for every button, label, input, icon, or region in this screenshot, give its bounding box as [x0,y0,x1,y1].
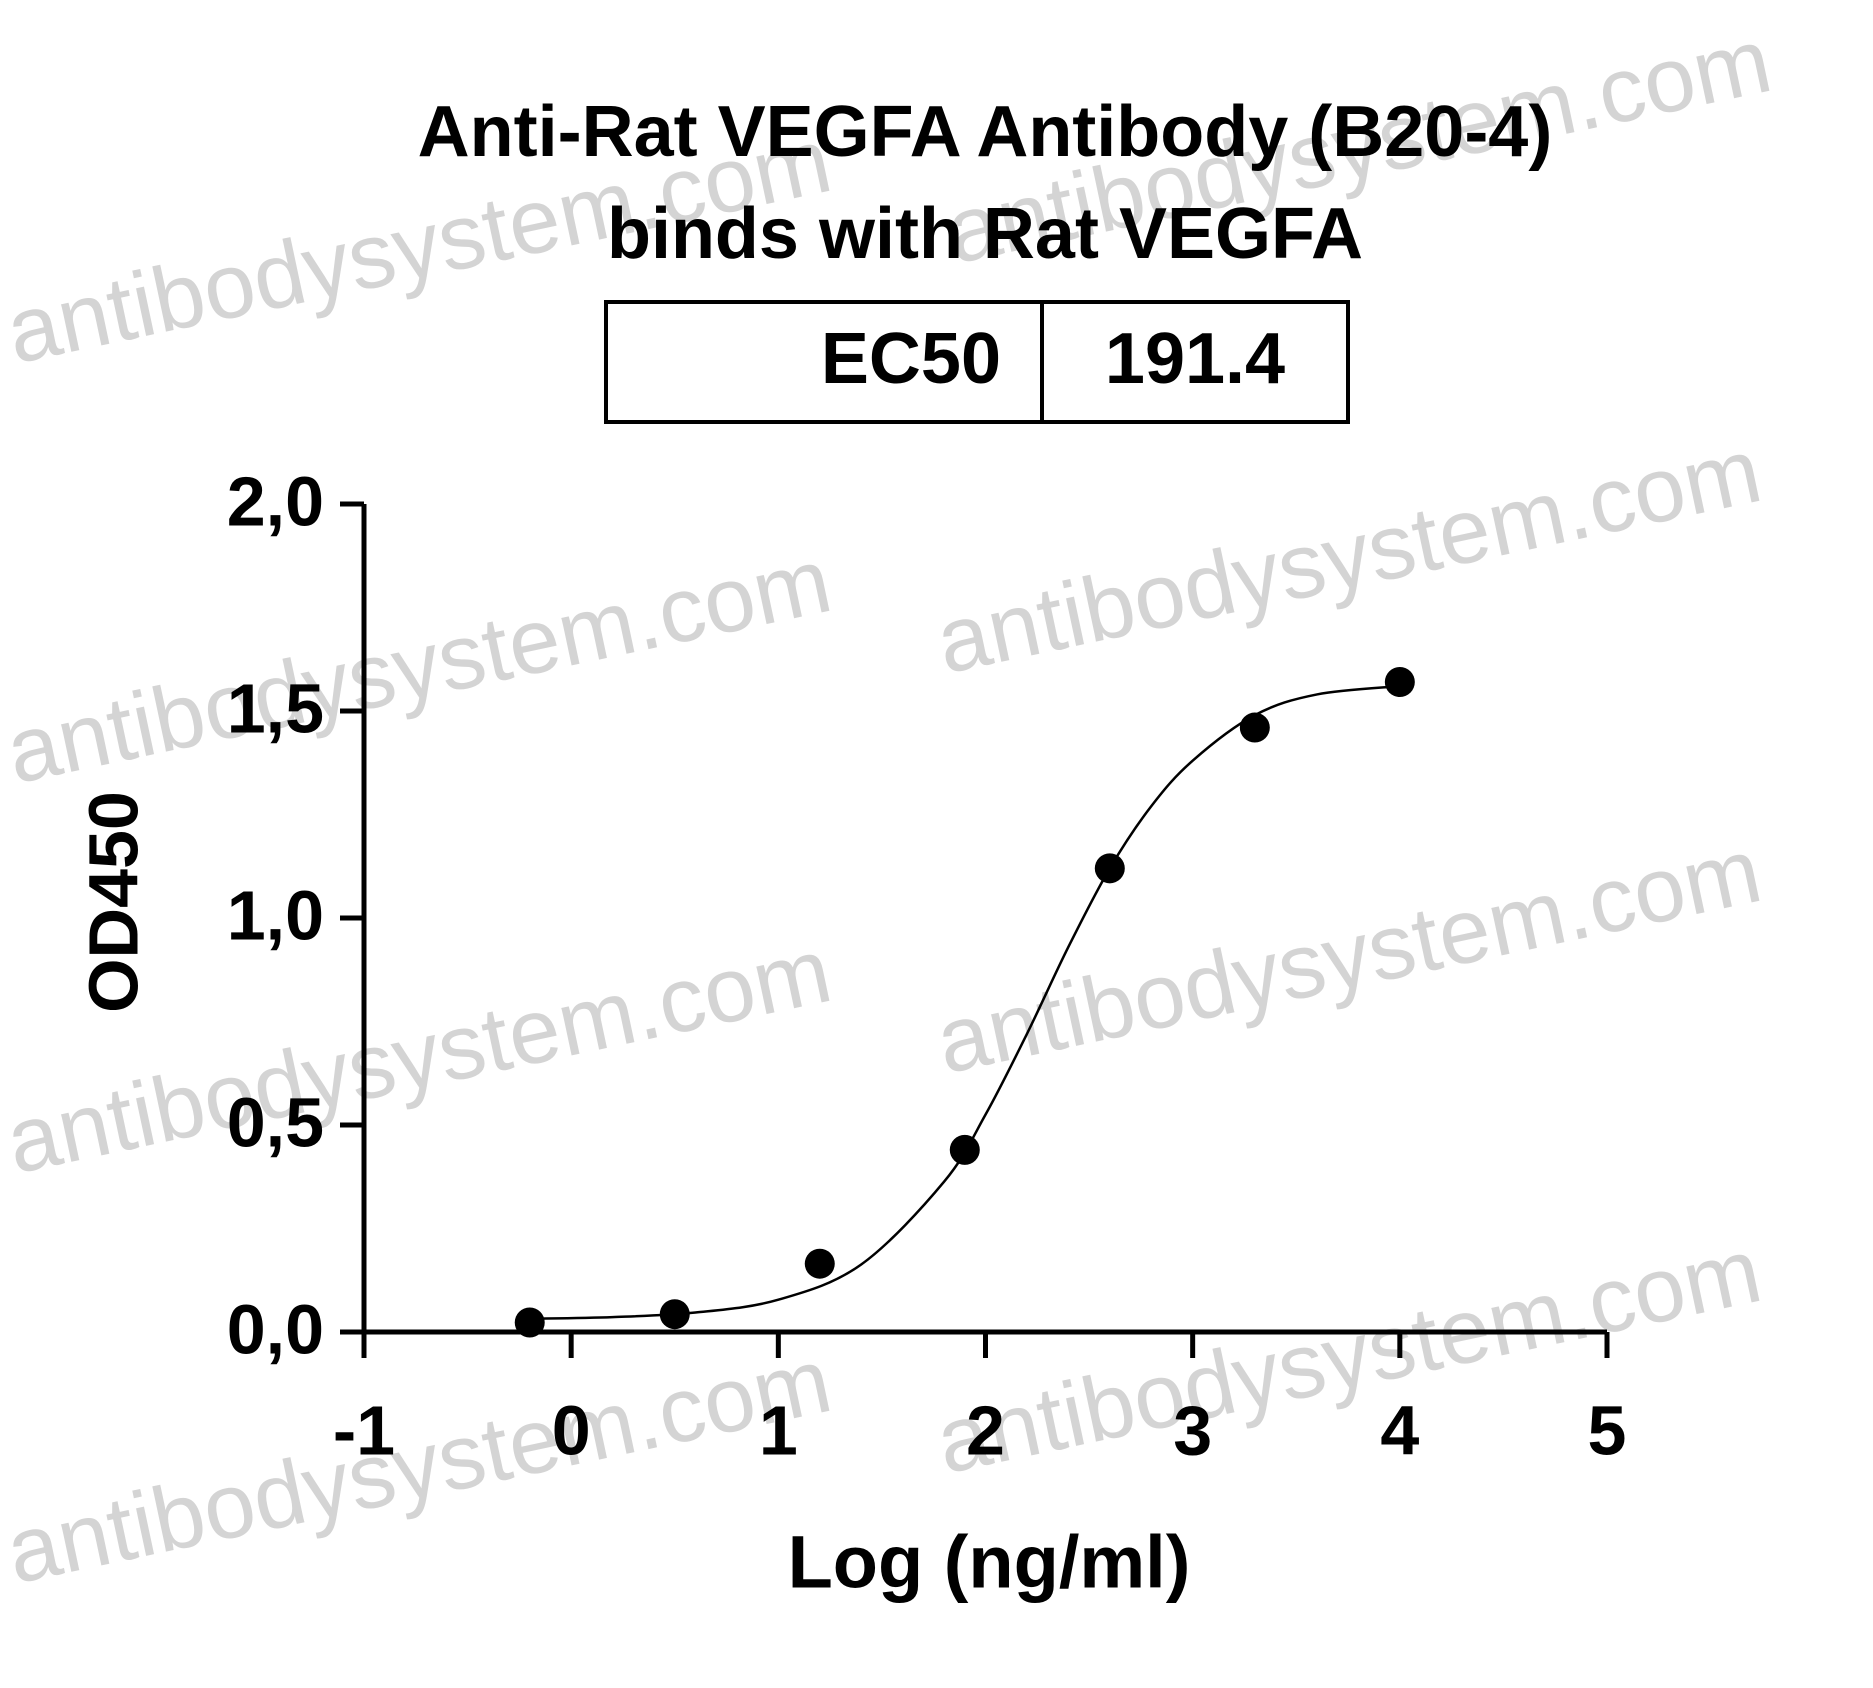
watermark: antibodysystem.com [0,1329,839,1603]
y-tick-label: 0,0 [227,1290,324,1368]
chart-title: Anti-Rat VEGFA Antibody (B20-4) [418,92,1553,172]
data-point [1239,712,1270,743]
watermark: antibodysystem.com [928,1219,1769,1493]
x-tick-label: 5 [1588,1391,1627,1469]
x-tick-label: 2 [966,1391,1005,1469]
x-tick-label: 0 [552,1391,591,1469]
x-tick-label: 4 [1380,1391,1419,1469]
data-point [514,1307,545,1338]
y-axis-label: OD450 [74,791,152,1013]
data-point [1384,667,1415,698]
x-tick-label: 1 [759,1391,798,1469]
y-tick-label: 1,5 [227,669,324,747]
table-value: 191.4 [1105,319,1285,399]
table-label: EC50 [821,319,1001,399]
ec50-table [604,300,1350,424]
watermark: antibodysystem.com [928,819,1769,1093]
fit-curve [529,684,1400,1320]
chart-title: binds with Rat VEGFA [607,194,1363,274]
x-tick-label: -1 [333,1391,395,1469]
watermark: antibodysystem.com [928,419,1769,693]
data-point [804,1248,835,1279]
data-point [1094,853,1125,884]
y-tick-label: 2,0 [227,462,324,540]
y-tick-label: 0,5 [227,1083,324,1161]
y-tick-label: 1,0 [227,876,324,954]
x-tick-label: 3 [1173,1391,1212,1469]
data-point [949,1134,980,1165]
data-point [659,1299,690,1330]
x-axis-label: Log (ng/ml) [788,1521,1191,1604]
watermark: antibodysystem.com [0,529,839,803]
